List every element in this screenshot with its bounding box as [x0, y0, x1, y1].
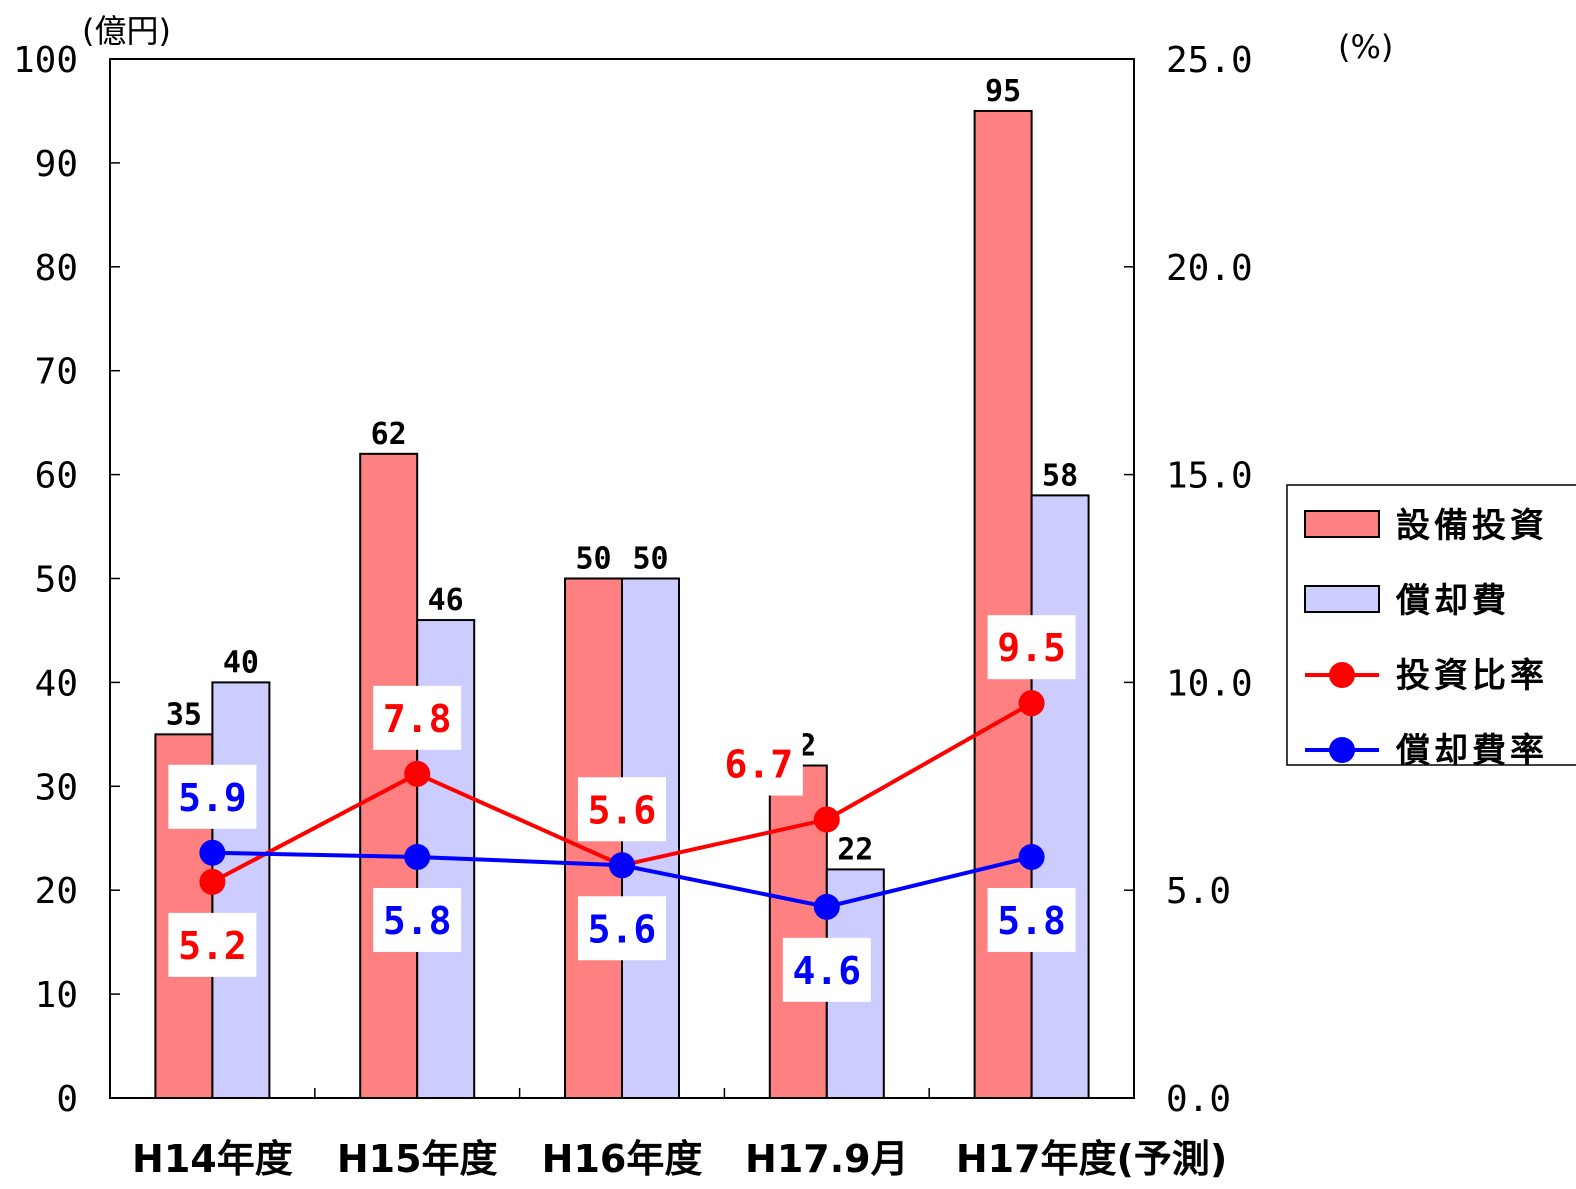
- y-right-tick-label: 10.0: [1166, 663, 1253, 704]
- bar-value-label: 62: [371, 417, 407, 452]
- rate-label-bg: [373, 685, 462, 750]
- legend-label: 設備投資: [1396, 506, 1548, 546]
- y-left-tick-label: 90: [35, 144, 78, 185]
- x-category-label: H15年度: [337, 1137, 498, 1181]
- rate-value-label: 5.6: [588, 907, 657, 951]
- line-point: [813, 893, 840, 920]
- legend-swatch: [1304, 585, 1380, 613]
- rate-label-bg: [373, 887, 462, 952]
- y-left-tick-label: 0: [56, 1079, 78, 1120]
- bar-value-label: 50: [632, 542, 668, 577]
- y-left-unit-label: (億円): [82, 12, 171, 50]
- y-right-unit-label: (%): [1338, 28, 1393, 66]
- y-right-tick-label: 25.0: [1166, 40, 1253, 81]
- rate-value-label: 5.6: [588, 788, 657, 832]
- legend-swatch-marker: [1329, 737, 1355, 763]
- line-point: [609, 852, 635, 879]
- y-right-tick-label: 0.0: [1166, 1079, 1231, 1120]
- y-left-tick-label: 70: [35, 352, 78, 393]
- bar-value-label: 35: [166, 697, 202, 732]
- bar-depreciation: [1030, 494, 1090, 1099]
- y-right-tick-label: 5.0: [1166, 871, 1231, 912]
- rate-label-bg: [578, 896, 666, 961]
- rate-value-label: 4.6: [792, 949, 861, 993]
- rate-label-bg: [714, 731, 803, 796]
- rate-value-label: 9.5: [997, 626, 1066, 670]
- rate-value-label: 6.7: [724, 743, 793, 787]
- y-left-tick-label: 30: [35, 767, 78, 808]
- rate-value-label: 5.2: [178, 924, 247, 968]
- rate-label-bg: [578, 777, 666, 842]
- rate-label-bg: [987, 615, 1076, 680]
- line-point: [404, 843, 431, 870]
- legend-label: 償却費: [1395, 581, 1510, 621]
- y-right-tick-label: 15.0: [1166, 456, 1253, 497]
- x-category-label: H14年度: [132, 1137, 293, 1181]
- line-point: [404, 760, 431, 787]
- y-left-tick-label: 10: [35, 975, 78, 1016]
- line-point: [199, 868, 226, 895]
- line-point: [199, 839, 226, 866]
- bar-value-label: 40: [223, 645, 259, 680]
- y-left-tick-label: 40: [35, 663, 78, 704]
- bar-value-label: 46: [428, 583, 464, 618]
- legend-label: 投資比率: [1396, 656, 1548, 696]
- y-left-tick-label: 20: [35, 871, 78, 912]
- y-left-tick-label: 50: [35, 560, 78, 601]
- line-point: [1018, 843, 1045, 870]
- y-left-tick-label: 100: [13, 40, 78, 81]
- y-left-tick-label: 60: [35, 456, 78, 497]
- y-left-tick-label: 80: [35, 248, 78, 289]
- line-point: [1018, 690, 1045, 717]
- rate-value-label: 5.9: [178, 776, 247, 820]
- legend-swatch-marker: [1329, 662, 1355, 688]
- x-category-label: H17.9月: [745, 1137, 909, 1181]
- rate-label-bg: [782, 937, 871, 1002]
- rate-value-label: 5.8: [383, 899, 452, 943]
- y-right-tick-label: 20.0: [1166, 248, 1253, 289]
- line-point: [813, 806, 840, 833]
- rate-value-label: 5.8: [997, 899, 1066, 943]
- rate-value-label: 7.8: [383, 697, 452, 741]
- bar-value-label: 50: [575, 542, 611, 577]
- bar-value-label: 95: [985, 74, 1021, 109]
- rate-label-bg: [987, 887, 1076, 952]
- rate-label-bg: [168, 764, 257, 829]
- x-category-label: H16年度: [542, 1137, 703, 1181]
- x-category-label: H17年度(予測): [956, 1137, 1227, 1181]
- bar-value-label: 22: [837, 832, 873, 867]
- bar-value-label: 58: [1042, 458, 1078, 493]
- legend-swatch: [1304, 510, 1380, 538]
- legend-label: 償却費率: [1395, 731, 1548, 771]
- rate-label-bg: [168, 912, 257, 977]
